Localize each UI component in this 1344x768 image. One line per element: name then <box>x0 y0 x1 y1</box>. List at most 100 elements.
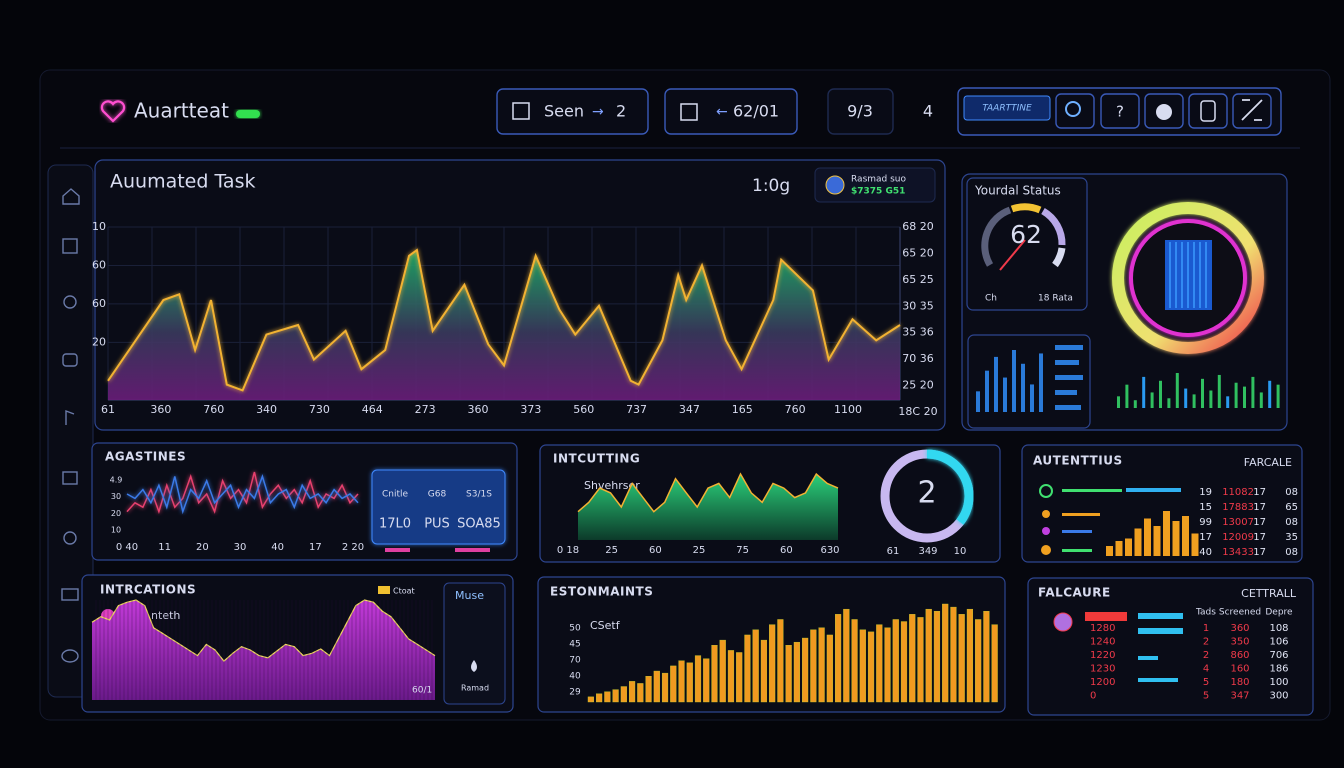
nav-button[interactable] <box>496 88 649 135</box>
table-cell: 1240 <box>1090 637 1115 648</box>
corner-label: 60/1 <box>412 686 432 696</box>
x-label: 0 40 <box>116 542 138 553</box>
bar <box>1021 363 1025 412</box>
table-cell: 08 <box>1285 487 1298 498</box>
x-label: 560 <box>573 403 594 416</box>
bar <box>1243 386 1246 408</box>
card-cell: PUS <box>424 517 450 532</box>
y-tick-label: 60 <box>92 258 106 271</box>
nav-icon[interactable] <box>61 649 79 663</box>
x-label: 165 <box>732 403 753 416</box>
status-pill <box>236 110 260 118</box>
tool-button[interactable] <box>1188 93 1228 129</box>
icon <box>680 103 698 121</box>
y-label: 50 <box>569 624 581 634</box>
y-label: 40 <box>569 672 581 682</box>
side-title: Muse <box>455 589 484 602</box>
table-cell: 186 <box>1269 664 1288 675</box>
table-cell: 1 <box>1203 623 1209 634</box>
x-label: 373 <box>520 403 541 416</box>
bar <box>1259 392 1263 408</box>
bar <box>769 624 776 703</box>
bar <box>1251 376 1255 408</box>
nav-icon[interactable] <box>63 531 77 545</box>
highlight <box>1085 612 1127 621</box>
bar <box>1175 373 1179 408</box>
tool-button[interactable] <box>963 95 1051 121</box>
table-cell: 65 <box>1285 502 1298 513</box>
bar <box>1153 526 1161 556</box>
bars-card <box>967 334 1091 429</box>
x-label: 340 <box>256 403 277 416</box>
nav-button[interactable] <box>664 88 798 135</box>
bar <box>1144 518 1151 556</box>
table-cell: 2 <box>1203 637 1209 648</box>
right-label: 68 20 <box>902 220 934 233</box>
panel-title: FALCAURE <box>1038 586 1111 600</box>
bar <box>835 614 842 703</box>
nav-icon[interactable] <box>61 588 79 601</box>
ring <box>1112 202 1264 354</box>
x-label: 347 <box>679 403 700 416</box>
table-cell: 08 <box>1285 547 1298 558</box>
x-label: 25 <box>693 545 706 556</box>
nav-icon[interactable] <box>62 353 78 367</box>
nav-icon[interactable] <box>62 238 78 254</box>
table-cell: 347 <box>1230 691 1249 702</box>
area-line <box>107 248 901 392</box>
table-cell: 15 <box>1199 502 1212 513</box>
nav-icon[interactable] <box>62 188 80 205</box>
bar <box>1106 546 1113 556</box>
gauge-label: Ch <box>985 294 997 304</box>
area-fill <box>108 250 900 400</box>
x-label: 60 <box>780 545 793 556</box>
x-label: 360 <box>150 403 171 416</box>
nav-icon[interactable] <box>63 295 77 309</box>
gauge-card <box>966 177 1088 311</box>
x-label: 1100 <box>834 403 862 416</box>
column-header: Screened <box>1219 608 1261 618</box>
bar <box>612 689 619 703</box>
table-cell: 1220 <box>1090 650 1115 661</box>
bar <box>1125 384 1129 408</box>
bar <box>950 606 957 703</box>
card-cell: Cnitle <box>382 490 409 500</box>
bar <box>719 639 726 703</box>
bar <box>620 686 627 703</box>
nav-icon[interactable] <box>62 471 78 485</box>
search-button[interactable] <box>1055 93 1095 129</box>
nav-button[interactable] <box>827 88 894 135</box>
icon <box>512 102 530 120</box>
bar <box>983 611 990 703</box>
tag: Ctoat <box>393 587 415 596</box>
bar <box>694 655 702 703</box>
table-cell: 860 <box>1230 650 1249 661</box>
badge-value: $7375 G51 <box>851 187 905 197</box>
column-header: Depre <box>1265 608 1293 618</box>
card <box>371 469 506 545</box>
panel-subtitle: CETTRALL <box>1241 587 1297 600</box>
panel-subtitle: FARCALE <box>1244 456 1292 469</box>
arrow: → <box>592 104 604 120</box>
nav-value: 4 <box>923 102 933 121</box>
bar <box>826 634 833 703</box>
bar <box>1201 378 1204 408</box>
bar <box>686 662 693 703</box>
bar <box>637 683 644 703</box>
right-label: 35 36 <box>902 326 934 339</box>
bar <box>802 637 809 703</box>
bar <box>1012 350 1016 412</box>
bar <box>818 627 825 703</box>
bar <box>727 650 735 703</box>
nav-icon[interactable] <box>65 409 75 425</box>
table-cell: 108 <box>1269 623 1288 634</box>
x-label: 737 <box>626 403 647 416</box>
x-label: 760 <box>785 403 806 416</box>
table-cell: 99 <box>1199 517 1212 528</box>
y-label: 30 <box>111 492 121 501</box>
bar <box>1182 516 1189 556</box>
tool-button[interactable] <box>1100 93 1140 129</box>
bar <box>1276 384 1280 408</box>
table-cell: 17 <box>1253 547 1266 558</box>
y-tick-label: 20 <box>92 335 106 348</box>
